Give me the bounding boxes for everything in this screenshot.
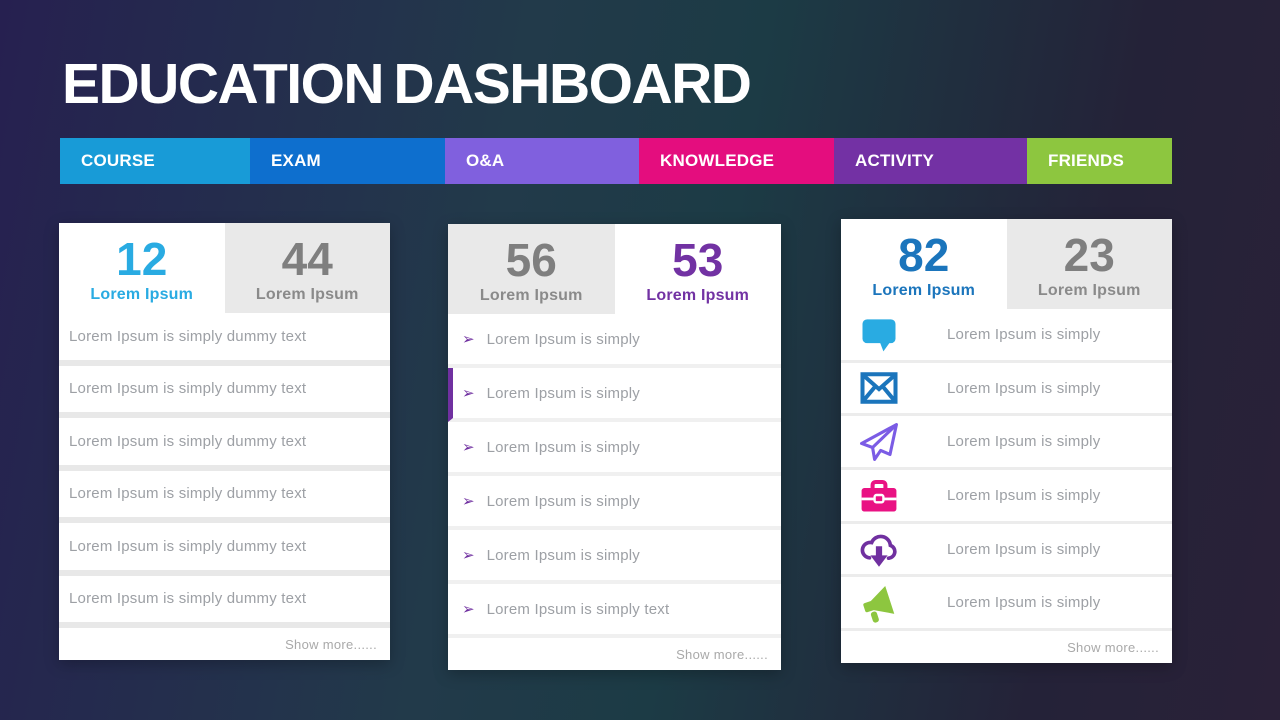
list-item[interactable]: Lorem Ipsum is simply dummy text	[59, 523, 390, 576]
list-item-text: Lorem Ipsum is simply dummy text	[69, 432, 307, 450]
nav-tab-exam[interactable]: EXAM	[250, 138, 445, 184]
list-item[interactable]: ➢ Lorem Ipsum is simply	[448, 476, 781, 530]
show-more-label: Show more......	[285, 636, 377, 652]
list-item-text: Lorem Ipsum is simply	[947, 379, 1101, 397]
qa-tab-count: 53	[672, 234, 724, 286]
friends-tab-count: 23	[1063, 229, 1115, 281]
list-item[interactable]: ➢ Lorem Ipsum is simply text	[448, 584, 781, 638]
list-item[interactable]: Lorem Ipsum is simply	[841, 362, 1172, 417]
list-item-text: Lorem Ipsum is simply dummy text	[69, 327, 307, 345]
friends-panel: 82 Lorem Ipsum 23 Lorem Ipsum Lorem Ipsu…	[841, 219, 1172, 663]
friends-tab-count: 82	[898, 229, 950, 281]
course-panel: 12 Lorem Ipsum 44 Lorem Ipsum Lorem Ipsu…	[59, 223, 390, 660]
arrow-bullet-icon: ➢	[462, 546, 475, 564]
list-item[interactable]: Lorem Ipsum is simply	[841, 577, 1172, 632]
list-item-text: Lorem Ipsum is simply	[486, 546, 640, 564]
course-tab-active[interactable]: 12 Lorem Ipsum	[59, 223, 225, 313]
list-item[interactable]: ➢ Lorem Ipsum is simply	[448, 314, 781, 368]
list-item-text: Lorem Ipsum is simply dummy text	[69, 485, 307, 503]
friends-list: Lorem Ipsum is simply Lorem Ipsum is sim…	[841, 309, 1172, 632]
list-item-text: Lorem Ipsum is simply	[947, 433, 1101, 451]
course-tab-inactive[interactable]: 44 Lorem Ipsum	[224, 223, 390, 313]
megaphone-icon	[856, 580, 902, 626]
qa-tab-label: Lorem Ipsum	[479, 287, 583, 304]
list-item[interactable]: ➢ Lorem Ipsum is simply	[448, 422, 781, 476]
nav-tab-friends[interactable]: FRIENDS	[1027, 138, 1172, 184]
arrow-bullet-icon: ➢	[462, 384, 475, 402]
list-item[interactable]: Lorem Ipsum is simply dummy text	[59, 365, 390, 418]
list-item[interactable]: Lorem Ipsum is simply dummy text	[59, 470, 390, 523]
page-title: EDUCATION DASHBOARD	[62, 52, 752, 116]
friends-tab-inactive[interactable]: 23 Lorem Ipsum	[1006, 219, 1172, 309]
list-item-text: Lorem Ipsum is simply	[486, 438, 640, 456]
course-panel-tabs: 12 Lorem Ipsum 44 Lorem Ipsum	[59, 223, 390, 313]
list-item-text: Lorem Ipsum is simply dummy text	[69, 537, 307, 555]
list-item[interactable]: ➢ Lorem Ipsum is simply	[448, 530, 781, 584]
list-item-text: Lorem Ipsum is simply	[947, 540, 1101, 558]
show-more-label: Show more......	[1067, 639, 1159, 655]
arrow-bullet-icon: ➢	[462, 330, 475, 348]
show-more-label: Show more......	[676, 646, 768, 662]
friends-panel-tabs: 82 Lorem Ipsum 23 Lorem Ipsum	[841, 219, 1172, 309]
nav-tab-knowledge[interactable]: KNOWLEDGE	[639, 138, 834, 184]
list-item[interactable]: Lorem Ipsum is simply dummy text	[59, 313, 390, 366]
envelope-icon	[856, 365, 902, 411]
list-item-text: Lorem Ipsum is simply	[486, 384, 640, 402]
qa-tab-active[interactable]: 53 Lorem Ipsum	[615, 224, 782, 314]
qa-panel: 56 Lorem Ipsum 53 Lorem Ipsum ➢ Lorem Ip…	[448, 224, 781, 670]
qa-tab-inactive[interactable]: 56 Lorem Ipsum	[448, 224, 615, 314]
course-tab-count: 12	[116, 233, 168, 285]
list-item[interactable]: Lorem Ipsum is simply	[841, 416, 1172, 471]
nav-tab-activity[interactable]: ACTIVITY	[834, 138, 1027, 184]
list-item[interactable]: Lorem Ipsum is simply	[841, 523, 1172, 578]
arrow-bullet-icon: ➢	[462, 492, 475, 510]
course-tab-count: 44	[281, 233, 333, 285]
list-item-text: Lorem Ipsum is simply text	[486, 600, 670, 618]
paper-plane-icon	[856, 419, 902, 465]
list-item-text: Lorem Ipsum is simply dummy text	[69, 380, 307, 398]
list-item-text: Lorem Ipsum is simply dummy text	[69, 590, 307, 608]
nav-tab-qa[interactable]: O&A	[445, 138, 639, 184]
qa-panel-tabs: 56 Lorem Ipsum 53 Lorem Ipsum	[448, 224, 781, 314]
list-item[interactable]: Lorem Ipsum is simply	[841, 309, 1172, 363]
chat-bubble-icon	[856, 311, 902, 357]
list-item[interactable]: Lorem Ipsum is simply dummy text	[59, 418, 390, 471]
qa-list: ➢ Lorem Ipsum is simply ➢ Lorem Ipsum is…	[448, 314, 781, 638]
qa-show-more[interactable]: Show more......	[448, 638, 781, 670]
friends-tab-label: Lorem Ipsum	[872, 282, 976, 299]
arrow-bullet-icon: ➢	[462, 600, 475, 618]
cloud-download-icon	[856, 526, 902, 572]
list-item-text: Lorem Ipsum is simply	[486, 492, 640, 510]
course-show-more[interactable]: Show more......	[59, 628, 390, 660]
list-item-text: Lorem Ipsum is simply	[947, 325, 1101, 343]
list-item[interactable]: Lorem Ipsum is simply dummy text	[59, 575, 390, 628]
list-item-highlighted[interactable]: ➢ Lorem Ipsum is simply	[448, 368, 781, 422]
briefcase-icon	[856, 472, 902, 518]
list-item-text: Lorem Ipsum is simply	[947, 594, 1101, 612]
course-tab-label: Lorem Ipsum	[255, 286, 359, 303]
course-tab-label: Lorem Ipsum	[90, 286, 194, 303]
friends-tab-active[interactable]: 82 Lorem Ipsum	[841, 219, 1007, 309]
qa-tab-label: Lorem Ipsum	[646, 287, 750, 304]
list-item-text: Lorem Ipsum is simply	[947, 486, 1101, 504]
nav-tab-course[interactable]: COURSE	[60, 138, 250, 184]
main-nav: COURSE EXAM O&A KNOWLEDGE ACTIVITY FRIEN…	[60, 138, 1172, 184]
list-item[interactable]: Lorem Ipsum is simply	[841, 470, 1172, 524]
friends-show-more[interactable]: Show more......	[841, 631, 1172, 663]
friends-tab-label: Lorem Ipsum	[1037, 282, 1141, 299]
list-item-text: Lorem Ipsum is simply	[486, 330, 640, 348]
arrow-bullet-icon: ➢	[462, 438, 475, 456]
qa-tab-count: 56	[505, 234, 557, 286]
course-list: Lorem Ipsum is simply dummy text Lorem I…	[59, 313, 390, 628]
